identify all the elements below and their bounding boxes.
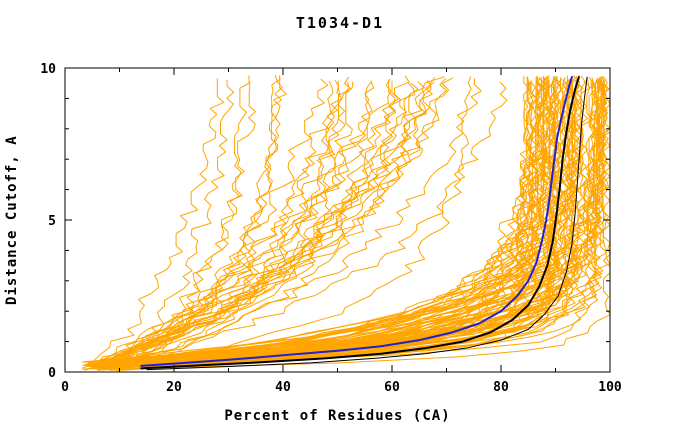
x-tick-label: 20: [166, 380, 182, 395]
y-tick-label: 5: [48, 214, 56, 229]
x-tick-label: 0: [61, 380, 69, 395]
x-tick-label: 40: [275, 380, 291, 395]
y-tick-label: 0: [48, 366, 56, 381]
y-tick-label: 10: [40, 62, 56, 77]
orange-curves-group: [81, 75, 611, 371]
x-tick-label: 100: [598, 380, 622, 395]
axis-frame: 0 20 40 60 80 100 0 5 10: [40, 62, 622, 395]
highlight-curves-group: [140, 76, 588, 371]
x-tick-label: 60: [384, 380, 400, 395]
x-tick-label: 80: [493, 380, 509, 395]
x-axis-label: Percent of Residues (CA): [224, 408, 451, 424]
chart-title: T1034-D1: [295, 14, 385, 32]
